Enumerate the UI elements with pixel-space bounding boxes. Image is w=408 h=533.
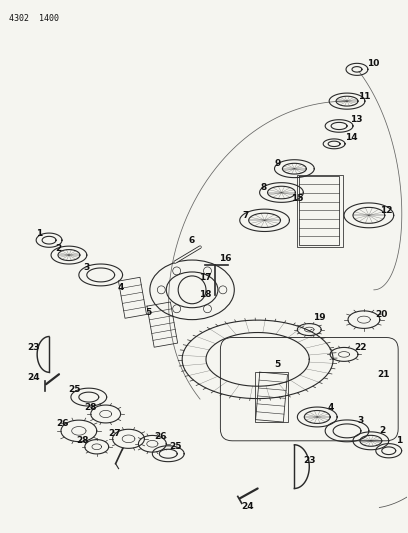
- Text: 13: 13: [350, 115, 362, 124]
- Text: 3: 3: [358, 416, 364, 425]
- Text: 4: 4: [118, 284, 124, 293]
- Text: 4302  1400: 4302 1400: [9, 14, 59, 23]
- Text: 24: 24: [27, 373, 40, 382]
- Text: 8: 8: [260, 183, 267, 192]
- Text: 25: 25: [69, 385, 81, 394]
- Text: 10: 10: [367, 59, 379, 68]
- Bar: [255, 372, 288, 422]
- Text: 20: 20: [376, 310, 388, 319]
- Text: 12: 12: [381, 206, 393, 215]
- Text: 27: 27: [108, 430, 121, 438]
- Text: 24: 24: [242, 502, 254, 511]
- Text: 17: 17: [199, 273, 211, 282]
- Text: 15: 15: [291, 194, 304, 203]
- Text: 6: 6: [189, 236, 195, 245]
- Text: 21: 21: [377, 370, 390, 379]
- Text: 2: 2: [380, 426, 386, 435]
- Bar: [297, 175, 343, 247]
- Text: 26: 26: [154, 432, 166, 441]
- Text: 2: 2: [55, 244, 61, 253]
- Text: 28: 28: [77, 437, 89, 445]
- Text: 14: 14: [345, 133, 357, 142]
- Text: 28: 28: [84, 402, 97, 411]
- Text: 5: 5: [274, 360, 281, 369]
- Text: 22: 22: [355, 343, 367, 352]
- Text: 25: 25: [169, 442, 182, 451]
- Text: 5: 5: [145, 308, 151, 317]
- Text: 18: 18: [199, 290, 211, 300]
- Text: 23: 23: [303, 456, 315, 465]
- Text: 11: 11: [358, 92, 370, 101]
- Text: 16: 16: [219, 254, 231, 263]
- Text: 9: 9: [274, 159, 281, 168]
- Text: 4: 4: [328, 402, 334, 411]
- Text: 19: 19: [313, 313, 326, 322]
- Text: 3: 3: [84, 263, 90, 272]
- Text: 7: 7: [242, 211, 249, 220]
- Text: 26: 26: [57, 419, 69, 429]
- Text: 1: 1: [395, 437, 402, 445]
- Text: 1: 1: [36, 229, 42, 238]
- Text: 23: 23: [27, 343, 40, 352]
